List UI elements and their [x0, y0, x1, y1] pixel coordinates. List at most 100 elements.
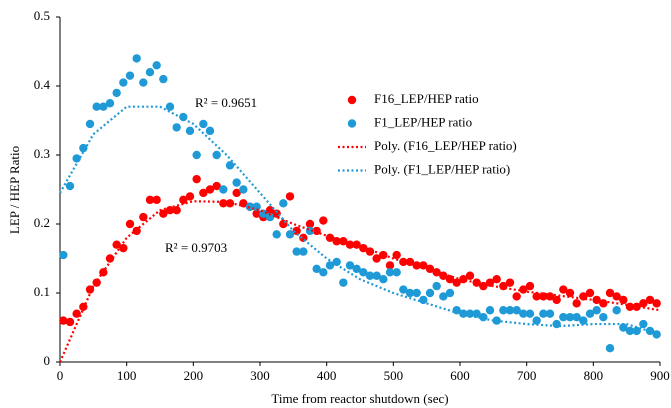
point: [519, 309, 528, 318]
point: [565, 288, 575, 298]
point: [419, 295, 428, 305]
point: [292, 247, 301, 256]
legend-label: F1_LEP/HEP ratio: [374, 114, 472, 129]
point: [279, 199, 288, 208]
legend-marker: [347, 95, 357, 105]
point: [232, 188, 241, 198]
point: [632, 302, 641, 311]
point: [299, 247, 308, 256]
point: [512, 292, 521, 301]
point: [72, 154, 81, 163]
point: [185, 192, 195, 201]
point: [392, 250, 401, 260]
y-tick-label: 0.2: [34, 215, 50, 230]
point: [545, 292, 555, 301]
point: [419, 261, 428, 270]
point: [639, 299, 648, 308]
point: [505, 278, 515, 287]
point: [312, 264, 321, 274]
point: [205, 185, 215, 194]
point: [199, 119, 208, 129]
point: [619, 295, 628, 305]
point: [405, 257, 415, 267]
point: [319, 216, 328, 225]
legend-label: F16_LEP/HEP ratio: [374, 91, 479, 106]
point: [59, 250, 68, 260]
point: [385, 261, 395, 270]
point: [252, 209, 261, 218]
point: [572, 299, 581, 308]
point: [592, 295, 601, 305]
point: [405, 288, 415, 298]
point: [392, 268, 401, 277]
point: [445, 288, 455, 298]
point: [525, 309, 535, 318]
x-tick-label: 800: [584, 368, 604, 383]
point: [325, 261, 335, 270]
point: [125, 71, 135, 80]
point: [532, 316, 541, 325]
point: [125, 219, 135, 229]
point: [172, 123, 181, 132]
point: [232, 178, 241, 187]
point: [99, 102, 108, 111]
point: [345, 240, 355, 249]
point: [565, 312, 575, 322]
point: [492, 275, 501, 284]
point: [59, 316, 68, 325]
point: [505, 306, 515, 315]
point: [559, 285, 568, 294]
point: [139, 78, 148, 87]
point: [212, 181, 221, 191]
point: [332, 237, 341, 246]
point: [65, 181, 75, 191]
point: [145, 68, 155, 77]
point: [92, 278, 101, 287]
point: [585, 288, 595, 298]
point: [552, 295, 561, 305]
point: [625, 302, 635, 311]
point: [199, 188, 208, 198]
point: [412, 288, 421, 298]
point: [572, 312, 581, 322]
x-tick-label: 600: [450, 368, 470, 383]
y-tick-label: 0.4: [34, 77, 51, 92]
point: [105, 254, 115, 263]
point: [165, 102, 175, 111]
trendline: [58, 200, 661, 363]
point: [219, 185, 228, 194]
y-tick-label: 0: [44, 353, 51, 368]
point: [612, 306, 621, 315]
point: [472, 278, 481, 287]
point: [465, 309, 475, 318]
point: [372, 254, 381, 263]
point: [345, 261, 355, 270]
point: [585, 309, 595, 318]
point: [592, 306, 601, 315]
x-tick-label: 900: [650, 368, 670, 383]
y-tick-label: 0.3: [34, 146, 50, 161]
point: [132, 54, 141, 63]
point: [192, 150, 201, 160]
point: [265, 212, 275, 222]
point: [112, 88, 121, 98]
y-axis-label: LEP / HEP Ratio: [7, 146, 22, 234]
x-tick-label: 700: [517, 368, 537, 383]
point: [152, 195, 161, 205]
point: [305, 219, 315, 229]
x-tick-label: 400: [317, 368, 337, 383]
point: [272, 230, 281, 239]
point: [219, 199, 228, 208]
point: [105, 99, 115, 108]
point: [645, 295, 655, 305]
point: [625, 326, 635, 336]
point: [539, 309, 548, 318]
point: [639, 319, 648, 329]
point: [599, 312, 608, 322]
x-tick-label: 0: [57, 368, 64, 383]
point: [65, 317, 75, 327]
point: [239, 185, 248, 194]
x-tick-label: 500: [384, 368, 404, 383]
point: [545, 309, 555, 318]
